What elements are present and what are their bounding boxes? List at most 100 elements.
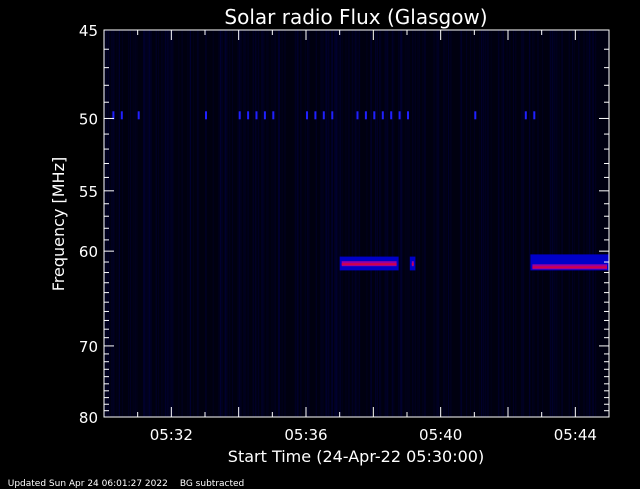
noise-column: [521, 30, 523, 417]
noise-column: [277, 30, 279, 417]
noise-column: [171, 30, 173, 417]
noise-column: [129, 30, 131, 417]
noise-column: [450, 30, 452, 417]
noise-column: [128, 30, 130, 417]
noise-column: [145, 30, 147, 417]
noise-column: [404, 30, 406, 417]
noise-column: [556, 30, 558, 417]
noise-column: [583, 30, 585, 417]
noise-column: [393, 30, 395, 417]
noise-column: [162, 30, 164, 417]
noise-column: [224, 30, 226, 417]
noise-column: [294, 30, 296, 417]
noise-column: [145, 30, 147, 417]
x-tick-label: 05:36: [284, 426, 327, 444]
noise-column: [376, 30, 378, 417]
noise-column: [247, 30, 249, 417]
noise-column: [335, 30, 337, 417]
noise-column: [155, 30, 157, 417]
noise-column: [278, 30, 280, 417]
noise-column: [167, 30, 169, 417]
chart-title: Solar radio Flux (Glasgow): [224, 5, 487, 29]
noise-column: [118, 30, 120, 417]
noise-column: [509, 30, 511, 417]
noise-column: [181, 30, 183, 417]
noise-column: [391, 30, 393, 417]
noise-column: [145, 30, 147, 417]
noise-column: [542, 30, 544, 417]
noise-column: [256, 30, 258, 417]
noise-column: [307, 30, 309, 417]
noise-column: [110, 30, 112, 417]
noise-column: [549, 30, 551, 417]
noise-column: [483, 30, 485, 417]
noise-column: [147, 30, 149, 417]
noise-column: [279, 30, 281, 417]
noise-column: [284, 30, 286, 417]
noise-column: [384, 30, 385, 417]
noise-column: [366, 30, 368, 417]
noise-column: [149, 30, 151, 417]
noise-column: [551, 30, 553, 417]
y-axis-label: Frequency [MHz]: [49, 157, 68, 291]
rfi-mark: [205, 111, 207, 120]
noise-column: [187, 30, 189, 417]
noise-column: [252, 30, 254, 417]
noise-column: [172, 30, 174, 417]
noise-column: [220, 30, 222, 417]
noise-column: [168, 30, 170, 417]
noise-column: [243, 30, 245, 417]
noise-column: [408, 30, 410, 417]
noise-column: [466, 30, 468, 417]
noise-column: [308, 30, 310, 417]
noise-column: [513, 30, 514, 417]
noise-column: [189, 30, 191, 417]
noise-column: [486, 30, 488, 417]
noise-column: [325, 30, 327, 417]
noise-column: [379, 30, 381, 417]
noise-column: [107, 30, 109, 417]
noise-column: [355, 30, 357, 417]
noise-column: [573, 30, 575, 417]
noise-column: [353, 30, 355, 417]
event-peak: [532, 266, 607, 269]
rfi-mark: [398, 111, 401, 120]
noise-column: [331, 30, 333, 417]
noise-column: [301, 30, 302, 417]
noise-column: [414, 30, 416, 417]
noise-column: [170, 30, 172, 417]
noise-column: [348, 30, 350, 417]
noise-column: [338, 30, 340, 417]
noise-column: [267, 30, 269, 417]
noise-column: [149, 30, 151, 417]
noise-column: [412, 30, 414, 417]
rfi-mark: [533, 111, 536, 120]
noise-column: [326, 30, 328, 417]
noise-column: [437, 30, 439, 417]
noise-column: [387, 30, 389, 417]
noise-column: [261, 30, 263, 417]
rfi-mark: [263, 111, 266, 120]
noise-column: [196, 30, 198, 417]
event-peak: [411, 263, 414, 266]
noise-column: [111, 30, 113, 417]
rfi-mark: [120, 111, 123, 120]
noise-column: [586, 30, 588, 417]
y-tick-label: 55: [79, 183, 98, 201]
noise-column: [193, 30, 194, 417]
rfi-mark: [314, 111, 317, 120]
y-tick-label: 60: [79, 243, 98, 261]
noise-column: [198, 30, 200, 417]
noise-column: [132, 30, 134, 417]
rfi-mark: [364, 111, 367, 120]
noise-column: [406, 30, 408, 417]
noise-column: [529, 30, 531, 417]
noise-column: [169, 30, 171, 417]
noise-column: [320, 30, 322, 417]
noise-column: [443, 30, 445, 417]
noise-column: [315, 30, 317, 417]
noise-column: [532, 30, 534, 417]
noise-column: [332, 30, 333, 417]
noise-column: [245, 30, 247, 417]
rfi-mark: [373, 111, 376, 120]
